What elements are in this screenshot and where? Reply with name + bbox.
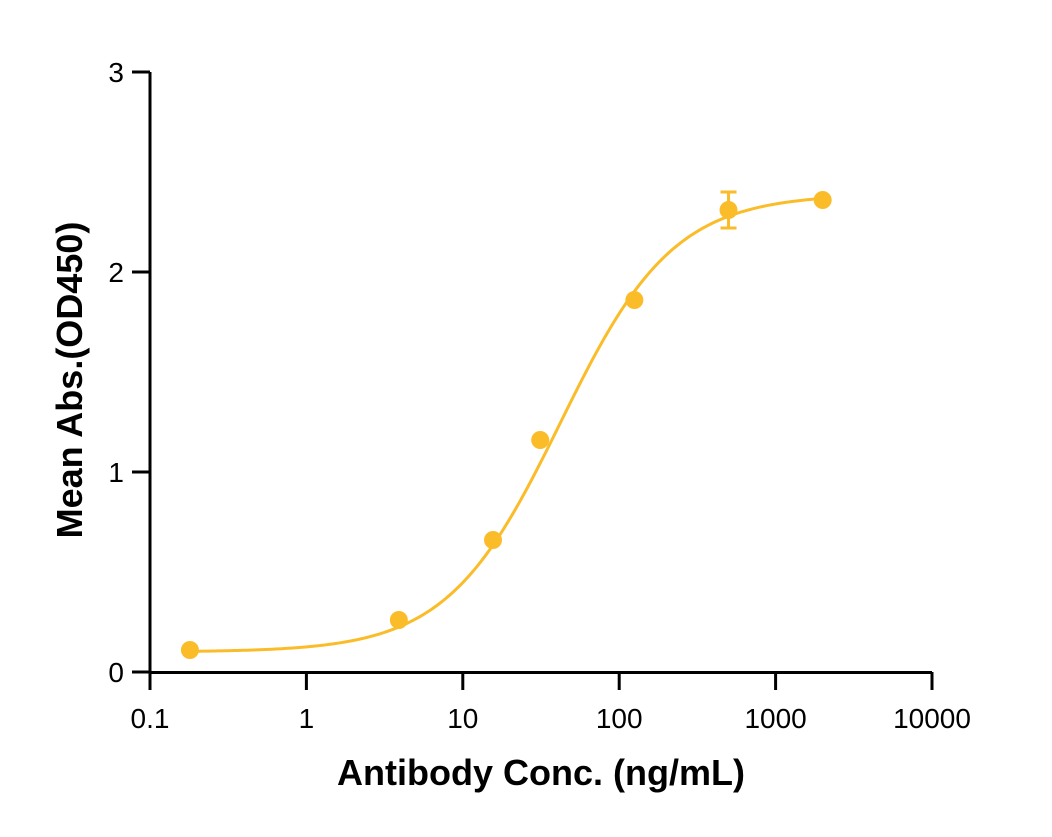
x-tick-label: 10 [447,703,478,734]
y-tick-label: 3 [108,57,124,88]
x-tick-label: 1000 [744,703,806,734]
y-ticks: 0 1 2 3 [108,57,150,688]
data-point [484,531,503,549]
data-point [531,431,550,449]
y-axis-title: Mean Abs.(OD450) [49,222,90,539]
y-tick-label: 0 [108,657,124,688]
data-points [180,191,832,659]
data-point [625,291,644,309]
y-tick-label: 1 [108,457,124,488]
x-tick-label: 10000 [893,703,971,734]
x-tick-label: 0.1 [131,703,170,734]
x-axis-title: Antibody Conc. (ng/mL) [337,752,745,793]
y-tick-label: 2 [108,257,124,288]
data-point [719,201,738,219]
data-point [813,191,832,209]
axes [148,72,932,674]
fit-curve-group [189,196,823,653]
x-tick-label: 100 [596,703,643,734]
x-ticks: 0.1 1 10 100 1000 10000 [131,672,971,734]
x-tick-label: 1 [299,703,315,734]
fit-curve [189,196,823,653]
data-point [389,611,408,629]
data-point [180,641,199,659]
